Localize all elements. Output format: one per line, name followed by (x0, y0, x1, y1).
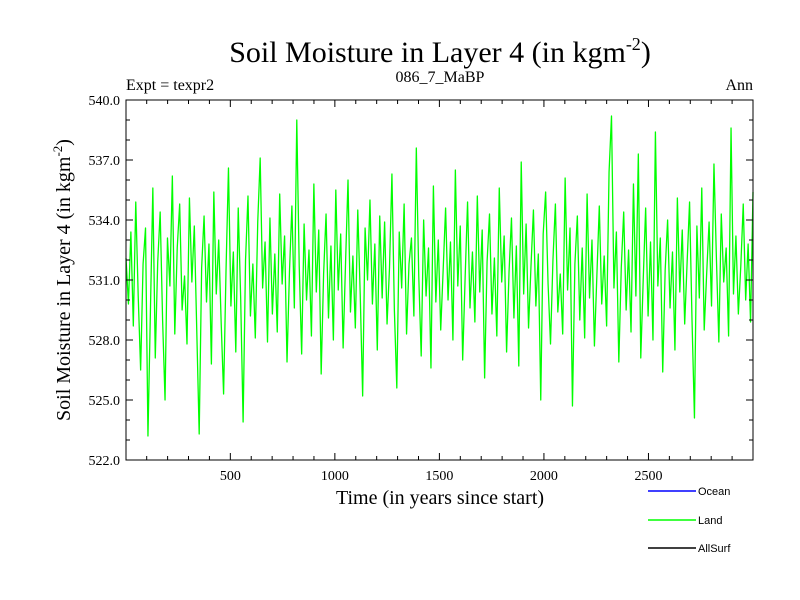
legend-label-allsurf: AllSurf (698, 543, 731, 555)
x-tick-label: 1500 (425, 469, 453, 484)
series-layer (125, 115, 754, 437)
legend: Ocean Land AllSurf (648, 486, 731, 555)
y-axis-title: Soil Moisture in Layer 4 (in kgm-2) (50, 139, 75, 421)
chart-title: Soil Moisture in Layer 4 (in kgm-2) (229, 34, 651, 69)
y-tick-label: 525.0 (89, 394, 121, 409)
x-tick-label: 500 (220, 469, 241, 484)
y-tick-label: 540.0 (89, 94, 121, 109)
y-tick-label: 537.0 (89, 154, 121, 169)
y-axis-ticks: 522.0 525.0 528.0 531.0 534.0 537.0 540.0 (89, 94, 753, 469)
y-tick-label: 528.0 (89, 334, 121, 349)
run-id-label: 086_7_MaBP (396, 69, 485, 86)
x-tick-label: 2000 (530, 469, 558, 484)
experiment-label: Expt = texpr2 (126, 77, 214, 94)
series-line-land (125, 115, 754, 437)
y-tick-label: 531.0 (89, 274, 121, 289)
legend-label-land: Land (698, 515, 722, 527)
x-tick-label: 1000 (321, 469, 349, 484)
x-axis-title: Time (in years since start) (336, 487, 544, 509)
season-label: Ann (725, 77, 753, 94)
y-tick-label: 522.0 (89, 454, 121, 469)
x-tick-label: 2500 (634, 469, 662, 484)
legend-label-ocean: Ocean (698, 486, 730, 498)
x-axis-ticks: 500 1000 1500 2000 2500 (146, 100, 733, 484)
y-tick-label: 534.0 (89, 214, 121, 229)
